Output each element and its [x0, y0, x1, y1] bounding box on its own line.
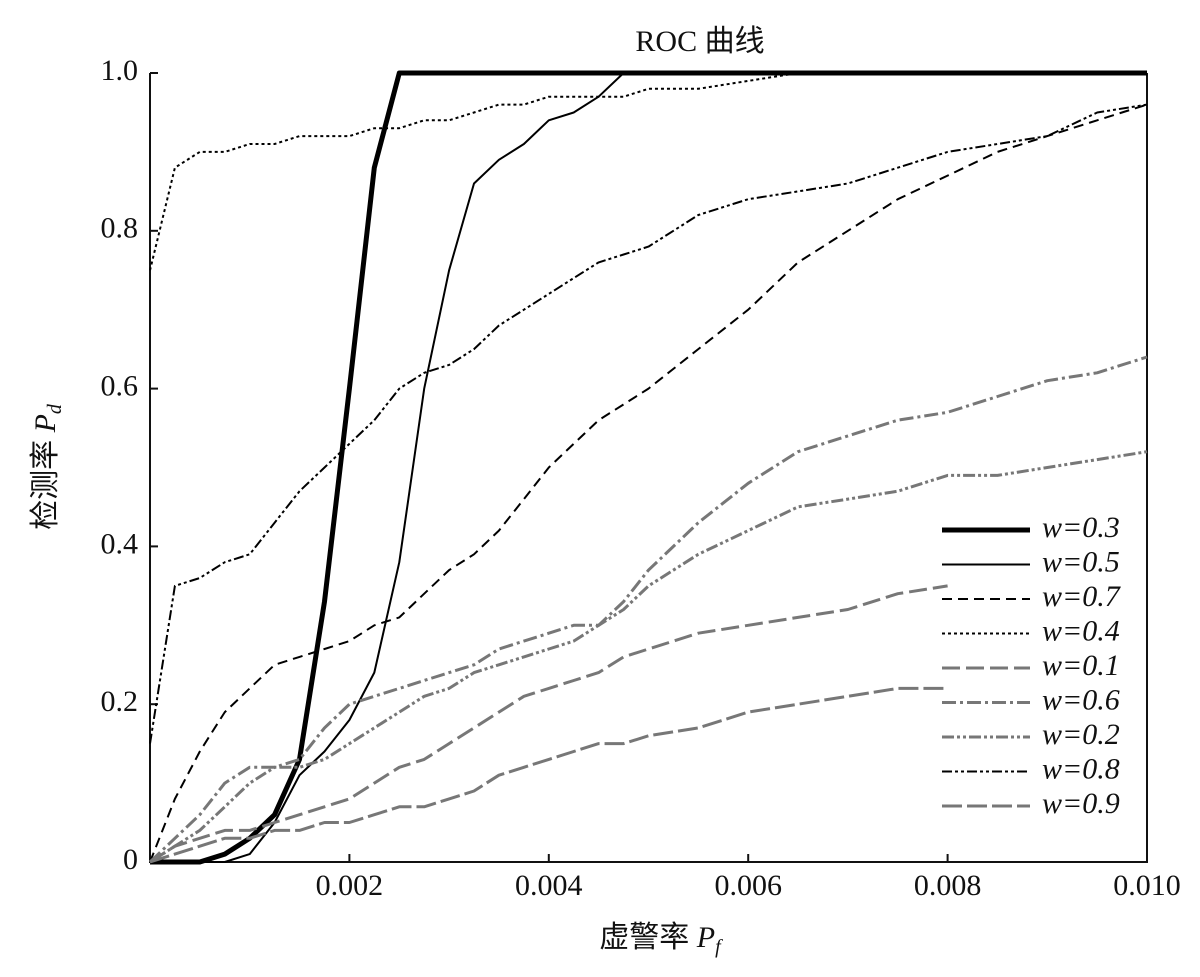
x-tick-label: 0.002 [316, 869, 384, 902]
series-line [149, 686, 948, 864]
legend-label: w=0.3 [1042, 511, 1120, 544]
x-tick-label: 0.006 [714, 869, 782, 902]
x-axis-label: 虚警率 Pf [599, 921, 723, 958]
y-axis-label-text: 检测率 [29, 440, 62, 530]
y-axis-label-symbol: P [29, 414, 62, 433]
y-tick-label: 1.0 [101, 54, 139, 87]
y-tick-label: 0.4 [101, 527, 139, 560]
legend-label: w=0.5 [1042, 545, 1120, 578]
legend-label: w=0.9 [1042, 787, 1120, 820]
axes-frame [149, 73, 1148, 863]
legend-label: w=0.6 [1042, 683, 1120, 716]
legend-label: w=0.4 [1042, 614, 1120, 647]
series-line [149, 584, 948, 864]
y-tick-label: 0.2 [101, 685, 139, 718]
y-axis-label: 检测率 Pd [29, 403, 66, 530]
x-tick-label: 0.010 [1113, 869, 1181, 902]
x-axis-label-subscript: f [715, 936, 723, 958]
series-line [149, 103, 1148, 863]
series-line [148, 355, 1148, 864]
series-line [149, 72, 1147, 271]
y-tick-label: 0.8 [101, 212, 139, 245]
x-tick-label: 0.004 [515, 869, 583, 902]
legend-label: w=0.7 [1042, 580, 1122, 613]
series-line [149, 103, 1148, 744]
y-tick-label: 0.6 [101, 369, 139, 402]
x-tick-label: 0.008 [914, 869, 982, 902]
legend-label: w=0.8 [1042, 752, 1120, 785]
legend-label: w=0.2 [1042, 718, 1120, 751]
y-tick-label: 0 [123, 843, 138, 876]
chart-title: ROC 曲线 [635, 25, 764, 58]
series-line [149, 450, 1148, 864]
series-line [150, 70, 1147, 865]
legend-label: w=0.1 [1042, 649, 1120, 682]
x-axis-label-symbol: P [696, 921, 715, 954]
x-axis-label-text: 虚警率 [599, 921, 689, 954]
y-axis-label-subscript: d [44, 403, 66, 414]
